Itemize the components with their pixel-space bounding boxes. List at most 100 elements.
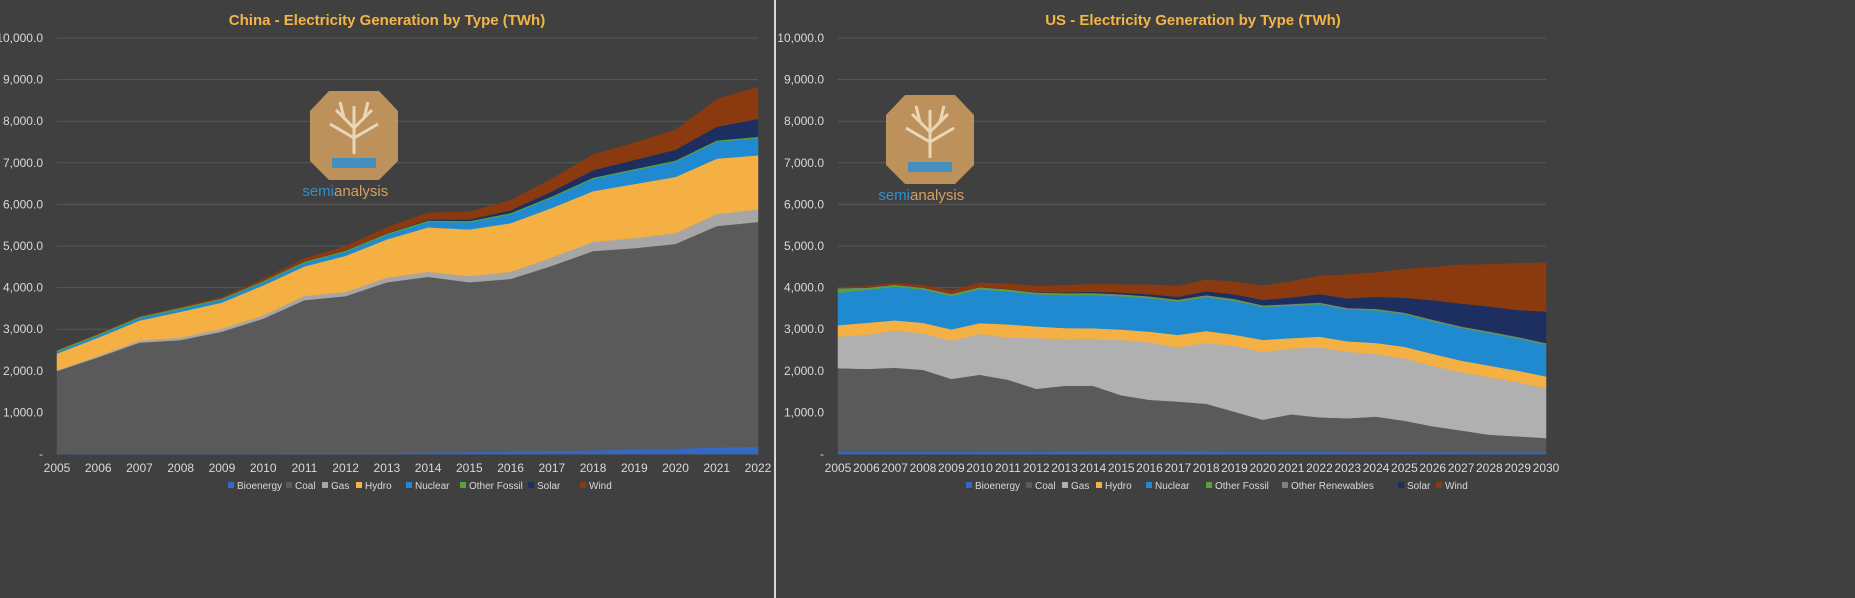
y-tick-label: 9,000.0 (784, 73, 824, 87)
x-tick-label: 2016 (497, 461, 524, 475)
series-area-wind (56, 86, 759, 351)
x-tick-label: 2026 (1419, 461, 1446, 475)
legend-label-other-fossil: Other Fossil (1215, 481, 1269, 492)
legend-swatch (356, 482, 362, 488)
y-tick-label: 8,000.0 (784, 114, 824, 128)
y-tick-label: 2,000.0 (784, 364, 824, 378)
legend-swatch (406, 482, 412, 488)
y-tick-label: 9,000.0 (3, 73, 43, 87)
x-tick-label: 2020 (1249, 461, 1276, 475)
legend-swatch (1062, 482, 1068, 488)
x-tick-label: 2014 (415, 461, 442, 475)
legend-swatch (1206, 482, 1212, 488)
y-tick-label: 8,000.0 (3, 114, 43, 128)
legend-label-solar: Solar (1407, 481, 1431, 492)
y-tick-label: 5,000.0 (3, 239, 43, 253)
legend-label-hydro: Hydro (365, 481, 392, 492)
x-tick-label: 2028 (1476, 461, 1503, 475)
x-tick-label: 2027 (1448, 461, 1475, 475)
x-tick-label: 2017 (1164, 461, 1191, 475)
china-chart-title: China - Electricity Generation by Type (… (229, 12, 545, 29)
us-chart: US - Electricity Generation by Type (TWh… (778, 12, 1560, 492)
x-tick-label: 2008 (167, 461, 194, 475)
x-tick-label: 2017 (538, 461, 565, 475)
legend-label-wind: Wind (589, 481, 612, 492)
y-tick-label: 10,000.0 (778, 31, 824, 45)
legend-label-nuclear: Nuclear (415, 481, 450, 492)
y-tick-label: 7,000.0 (3, 156, 43, 170)
x-tick-label: 2015 (1108, 461, 1135, 475)
x-tick-label: 2018 (1193, 461, 1220, 475)
y-tick-label: 1,000.0 (784, 405, 824, 419)
legend-swatch (1146, 482, 1152, 488)
y-tick-label: 3,000.0 (784, 322, 824, 336)
watermark-text-b: analysis (334, 183, 388, 200)
x-tick-label: 2029 (1504, 461, 1531, 475)
x-tick-label: 2019 (621, 461, 648, 475)
legend-swatch (322, 482, 328, 488)
y-tick-label: 1,000.0 (3, 405, 43, 419)
legend-swatch (580, 482, 586, 488)
y-tick-label: 5,000.0 (784, 239, 824, 253)
x-tick-label: 2013 (1051, 461, 1078, 475)
x-tick-label: 2009 (938, 461, 965, 475)
x-tick-label: 2007 (881, 461, 908, 475)
legend-swatch (228, 482, 234, 488)
legend-label-hydro: Hydro (1105, 481, 1132, 492)
us-chart-title: US - Electricity Generation by Type (TWh… (1045, 12, 1341, 29)
x-tick-label: 2020 (662, 461, 689, 475)
y-tick-label: 10,000.0 (0, 31, 43, 45)
legend-label-coal: Coal (1035, 481, 1056, 492)
legend-swatch (460, 482, 466, 488)
watermark-text-a-us: semi (878, 187, 910, 204)
x-tick-label: 2015 (456, 461, 483, 475)
panel-divider (774, 0, 776, 598)
legend-label-bioenergy: Bioenergy (237, 481, 282, 492)
legend-label-solar: Solar (537, 481, 561, 492)
watermark-logo: semi analysis (302, 91, 398, 200)
x-tick-label: 2006 (85, 461, 112, 475)
legend-swatch (1398, 482, 1404, 488)
y-tick-label: 6,000.0 (784, 197, 824, 211)
legend-swatch (1282, 482, 1288, 488)
us-chart-panel: US - Electricity Generation by Type (TWh… (778, 0, 1855, 598)
x-tick-label: 2012 (332, 461, 359, 475)
x-tick-label: 2006 (853, 461, 880, 475)
legend-swatch (1436, 482, 1442, 488)
legend-label-coal: Coal (295, 481, 316, 492)
x-tick-label: 2009 (209, 461, 236, 475)
us-legend: Bioenergy Coal Gas Hydro Nuclear Other Fossil… (966, 481, 1468, 492)
legend-swatch (286, 482, 292, 488)
x-tick-label: 2023 (1334, 461, 1361, 475)
china-chart-panel: China - Electricity Generation by Type (… (0, 0, 775, 598)
y-tick-label: 4,000.0 (784, 281, 824, 295)
y-tick-label: 6,000.0 (3, 197, 43, 211)
legend-label-other-renewables: Other Renewables (1291, 481, 1374, 492)
x-tick-label: 2011 (292, 461, 318, 475)
x-tick-label: 2007 (126, 461, 153, 475)
watermark-text-a: semi (302, 183, 334, 200)
x-tick-label: 2024 (1363, 461, 1390, 475)
china-chart: China - Electricity Generation by Type (… (0, 12, 772, 492)
legend-label-nuclear: Nuclear (1155, 481, 1190, 492)
x-tick-label: 2021 (703, 461, 730, 475)
x-tick-label: 2022 (1306, 461, 1333, 475)
legend-label-gas: Gas (1071, 481, 1089, 492)
legend-label-other-fossil: Other Fossil (469, 481, 523, 492)
y-tick-label: 3,000.0 (3, 322, 43, 336)
x-tick-label: 2018 (580, 461, 607, 475)
watermark-text-b-us: analysis (910, 187, 964, 204)
legend-label-gas: Gas (331, 481, 349, 492)
x-tick-label: 2022 (745, 461, 772, 475)
legend-swatch (1096, 482, 1102, 488)
legend-swatch (528, 482, 534, 488)
x-tick-label: 2011 (995, 461, 1021, 475)
x-tick-label: 2010 (250, 461, 277, 475)
x-tick-label: 2005 (44, 461, 71, 475)
x-tick-label: 2030 (1533, 461, 1560, 475)
y-tick-label: 4,000.0 (3, 281, 43, 295)
y-tick-label: 7,000.0 (784, 156, 824, 170)
legend-swatch (966, 482, 972, 488)
china-legend: Bioenergy Coal Gas Hydro Nuclear Other Fossil… (228, 481, 612, 492)
